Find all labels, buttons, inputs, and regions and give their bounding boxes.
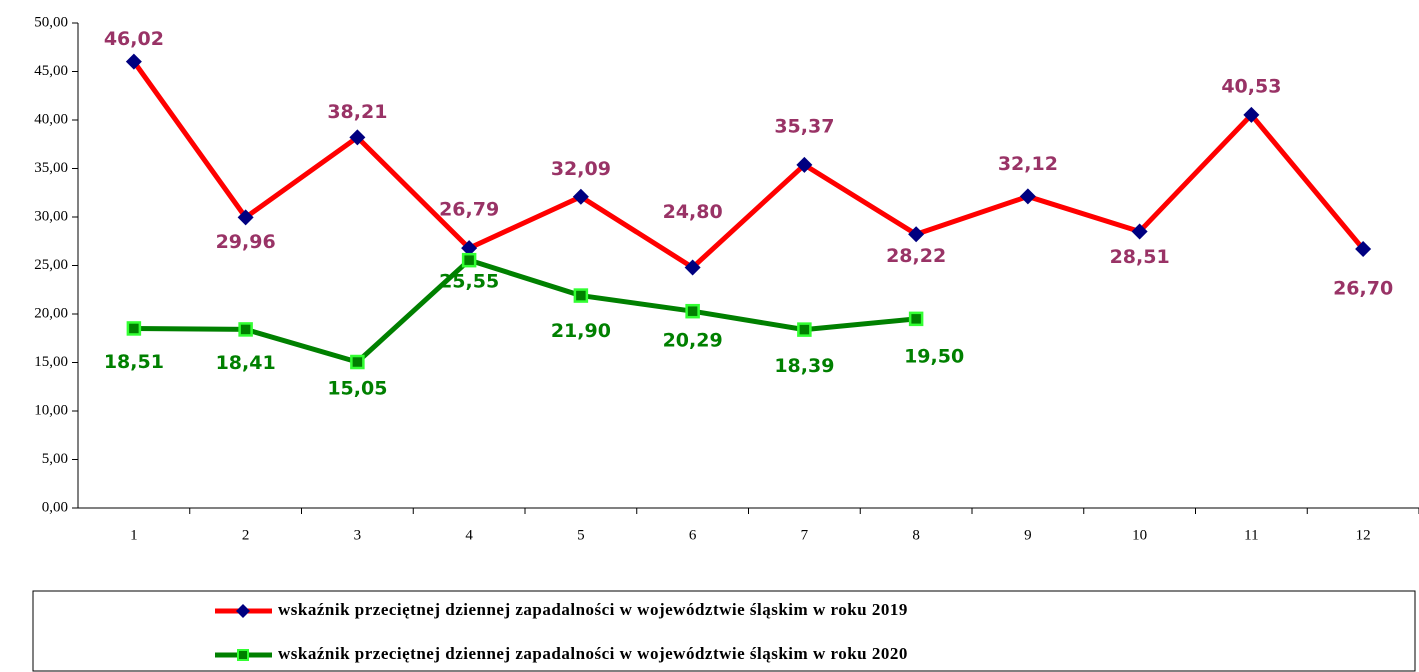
x-tick-label: 9 — [1024, 527, 1032, 543]
legend-box — [32, 590, 1416, 672]
value-label: 18,51 — [104, 351, 164, 373]
value-label: 40,53 — [1221, 75, 1281, 97]
y-tick-label: 20,00 — [34, 305, 68, 321]
marker — [796, 156, 813, 173]
marker — [908, 226, 925, 243]
value-label: 15,05 — [327, 378, 387, 400]
x-tick-label: 2 — [242, 527, 250, 543]
y-tick-label: 0,00 — [42, 499, 68, 515]
series-line — [133, 257, 917, 365]
marker — [350, 354, 365, 370]
y-tick-label: 35,00 — [34, 160, 68, 176]
y-tick-label: 40,00 — [34, 111, 68, 127]
marker — [461, 240, 478, 257]
value-label: 21,90 — [551, 320, 611, 342]
value-label: 18,41 — [216, 352, 276, 374]
legend-label: wskaźnik przeciętnej dziennej zapadalnoś… — [278, 644, 908, 663]
x-tick-label: 1 — [130, 527, 138, 543]
value-label: 38,21 — [327, 101, 387, 123]
marker — [238, 322, 253, 337]
y-tick-label: 30,00 — [34, 208, 68, 224]
legend-marker — [236, 604, 250, 618]
value-label: 29,96 — [216, 231, 276, 253]
value-label: 18,39 — [774, 355, 834, 377]
y-tick-label: 25,00 — [34, 257, 68, 273]
marker — [573, 288, 589, 303]
x-tick-label: 3 — [354, 527, 362, 543]
x-tick-label: 4 — [465, 527, 473, 543]
marker — [572, 188, 589, 205]
x-tick-label: 5 — [577, 527, 585, 543]
value-label: 28,51 — [1110, 246, 1170, 268]
legend-marker — [237, 649, 249, 661]
value-label: 25,55 — [439, 271, 499, 293]
legend-label: wskaźnik przeciętnej dziennej zapadalnoś… — [278, 600, 908, 619]
y-tick-label: 15,00 — [34, 354, 68, 370]
value-label: 28,22 — [886, 245, 946, 267]
y-tick-label: 50,00 — [34, 14, 68, 30]
x-tick-label: 8 — [912, 527, 920, 543]
x-tick-label: 12 — [1356, 527, 1371, 543]
value-label: 19,50 — [904, 345, 964, 367]
marker — [126, 321, 142, 336]
value-label: 20,29 — [663, 330, 723, 352]
x-tick-label: 10 — [1132, 527, 1147, 543]
value-label: 26,79 — [439, 199, 499, 221]
x-tick-label: 6 — [689, 527, 697, 543]
value-label: 35,37 — [774, 115, 834, 137]
value-label: 24,80 — [663, 201, 723, 223]
marker — [1355, 241, 1372, 258]
value-label: 32,12 — [998, 153, 1058, 175]
y-tick-label: 10,00 — [34, 402, 68, 418]
x-tick-label: 7 — [801, 527, 809, 543]
marker — [908, 311, 924, 327]
marker — [685, 303, 700, 319]
value-label: 46,02 — [104, 28, 164, 50]
marker — [125, 53, 142, 70]
marker — [797, 322, 812, 337]
marker — [349, 129, 366, 146]
marker — [1243, 106, 1260, 123]
value-label: 32,09 — [551, 158, 611, 180]
marker — [684, 259, 701, 276]
series-line — [131, 60, 1366, 270]
marker — [1019, 188, 1036, 205]
y-tick-label: 5,00 — [42, 451, 68, 467]
marker — [237, 209, 254, 226]
x-tick-label: 11 — [1244, 527, 1258, 543]
marker — [1131, 223, 1148, 240]
y-tick-label: 45,00 — [34, 63, 68, 79]
marker — [461, 252, 477, 268]
value-label: 26,70 — [1333, 278, 1393, 300]
